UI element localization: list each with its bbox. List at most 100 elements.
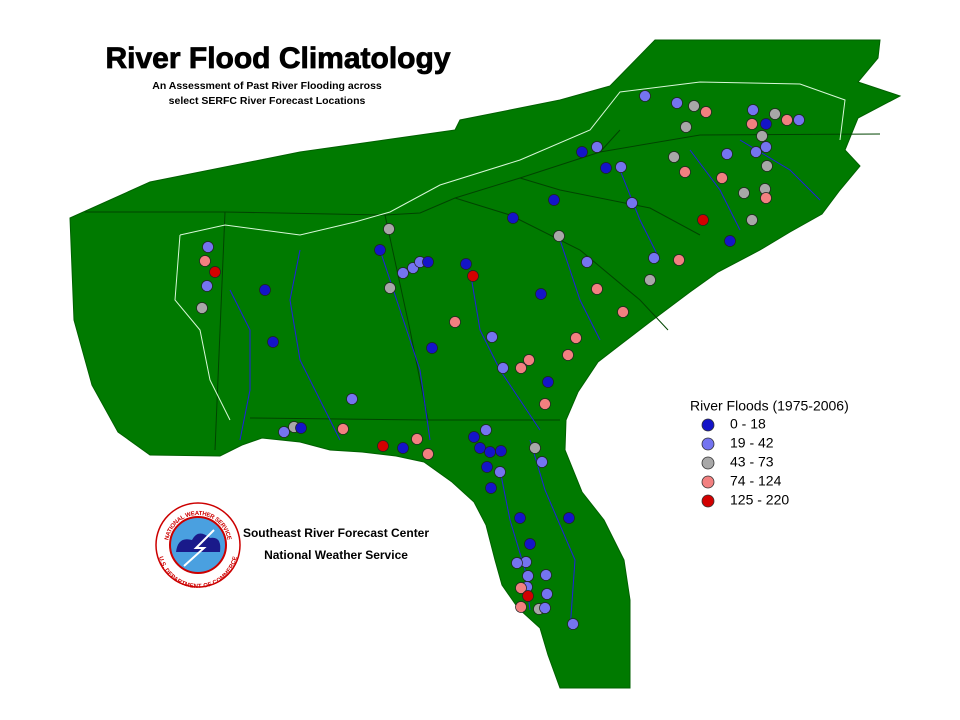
gauge-point bbox=[700, 106, 712, 118]
gauge-point bbox=[535, 288, 547, 300]
gauge-point bbox=[576, 146, 588, 158]
gauge-point bbox=[591, 141, 603, 153]
gauge-point bbox=[511, 557, 523, 569]
gauge-point bbox=[481, 461, 493, 473]
legend-label: 0 - 18 bbox=[730, 416, 766, 432]
gauge-point bbox=[495, 445, 507, 457]
gauge-point bbox=[422, 256, 434, 268]
legend-label: 19 - 42 bbox=[730, 435, 774, 451]
footer-line: Southeast River Forecast Center bbox=[243, 526, 429, 540]
gauge-point bbox=[540, 569, 552, 581]
gauge-point bbox=[738, 187, 750, 199]
gauge-point bbox=[746, 118, 758, 130]
gauge-point bbox=[615, 161, 627, 173]
state-lines bbox=[85, 129, 881, 451]
gauge-point bbox=[570, 332, 582, 344]
gauge-point bbox=[600, 162, 612, 174]
gauge-point bbox=[581, 256, 593, 268]
gauge-point bbox=[422, 448, 434, 460]
gauge-point bbox=[522, 570, 534, 582]
gauge-point bbox=[626, 197, 638, 209]
gauge-point bbox=[541, 588, 553, 600]
gauge-point bbox=[449, 316, 461, 328]
title: River Flood Climatology bbox=[105, 42, 450, 75]
gauge-point bbox=[515, 582, 527, 594]
gauge-point bbox=[617, 306, 629, 318]
gauge-point bbox=[486, 331, 498, 343]
gauge-point bbox=[474, 442, 486, 454]
nws-logo: NATIONAL WEATHER SERVICE U.S. DEPARTMENT… bbox=[155, 502, 241, 590]
gauge-point bbox=[760, 141, 772, 153]
gauge-point bbox=[563, 512, 575, 524]
gauge-point bbox=[760, 118, 772, 130]
gauge-point bbox=[648, 252, 660, 264]
gauge-point bbox=[467, 270, 479, 282]
gauge-point bbox=[680, 121, 692, 133]
gauge-point bbox=[769, 108, 781, 120]
gauge-point bbox=[781, 114, 793, 126]
gauge-point bbox=[539, 398, 551, 410]
gauge-point bbox=[199, 255, 211, 267]
gauge-point bbox=[460, 258, 472, 270]
gauge-point bbox=[259, 284, 271, 296]
gauge-point bbox=[196, 302, 208, 314]
gauge-point bbox=[644, 274, 656, 286]
footer-line: National Weather Service bbox=[264, 548, 408, 562]
basin-outline bbox=[174, 81, 846, 421]
gauge-point bbox=[793, 114, 805, 126]
gauge-point bbox=[721, 148, 733, 160]
gauge-point bbox=[761, 160, 773, 172]
gauge-point bbox=[202, 241, 214, 253]
gauge-point bbox=[278, 426, 290, 438]
gauge-point bbox=[515, 362, 527, 374]
legend-swatch bbox=[701, 494, 715, 508]
legend-swatch bbox=[701, 456, 715, 470]
gauge-point bbox=[514, 512, 526, 524]
legend-swatch bbox=[701, 437, 715, 451]
gauge-point bbox=[668, 151, 680, 163]
gauge-point bbox=[747, 104, 759, 116]
gauge-point bbox=[497, 362, 509, 374]
land bbox=[69, 39, 902, 689]
gauge-point bbox=[716, 172, 728, 184]
gauge-point bbox=[536, 456, 548, 468]
gauge-point bbox=[697, 214, 709, 226]
gauge-point bbox=[639, 90, 651, 102]
gauge-point bbox=[553, 230, 565, 242]
subtitle: An Assessment of Past River Flooding acr… bbox=[152, 80, 382, 92]
gauge-point bbox=[426, 342, 438, 354]
gauge-point bbox=[760, 192, 772, 204]
gauge-point bbox=[267, 336, 279, 348]
gauge-point bbox=[384, 282, 396, 294]
gauge-point bbox=[397, 442, 409, 454]
gauge-point bbox=[383, 223, 395, 235]
subtitle: select SERFC River Forecast Locations bbox=[169, 95, 366, 107]
rivers bbox=[229, 139, 821, 631]
gauge-point bbox=[542, 376, 554, 388]
gauge-point bbox=[746, 214, 758, 226]
gauge-point bbox=[562, 349, 574, 361]
legend: River Floods (1975-2006) 0 - 18 19 - 42 43… bbox=[690, 398, 849, 508]
gauge-point bbox=[295, 422, 307, 434]
legend-swatch bbox=[701, 418, 715, 432]
gauge-points bbox=[196, 90, 805, 630]
gauge-point bbox=[337, 423, 349, 435]
gauge-point bbox=[346, 393, 358, 405]
gauge-point bbox=[494, 466, 506, 478]
legend-swatch bbox=[701, 475, 715, 489]
gauge-point bbox=[201, 280, 213, 292]
gauge-point bbox=[209, 266, 221, 278]
legend-label: 43 - 73 bbox=[730, 454, 774, 470]
gauge-point bbox=[750, 146, 762, 158]
gauge-point bbox=[468, 431, 480, 443]
gauge-point bbox=[673, 254, 685, 266]
gauge-point bbox=[539, 602, 551, 614]
legend-label: 74 - 124 bbox=[730, 473, 782, 489]
gauge-point bbox=[591, 283, 603, 295]
gauge-point bbox=[377, 440, 389, 452]
gauge-point bbox=[522, 590, 534, 602]
gauge-point bbox=[567, 618, 579, 630]
gauge-point bbox=[480, 424, 492, 436]
gauge-point bbox=[756, 130, 768, 142]
gauge-point bbox=[397, 267, 409, 279]
